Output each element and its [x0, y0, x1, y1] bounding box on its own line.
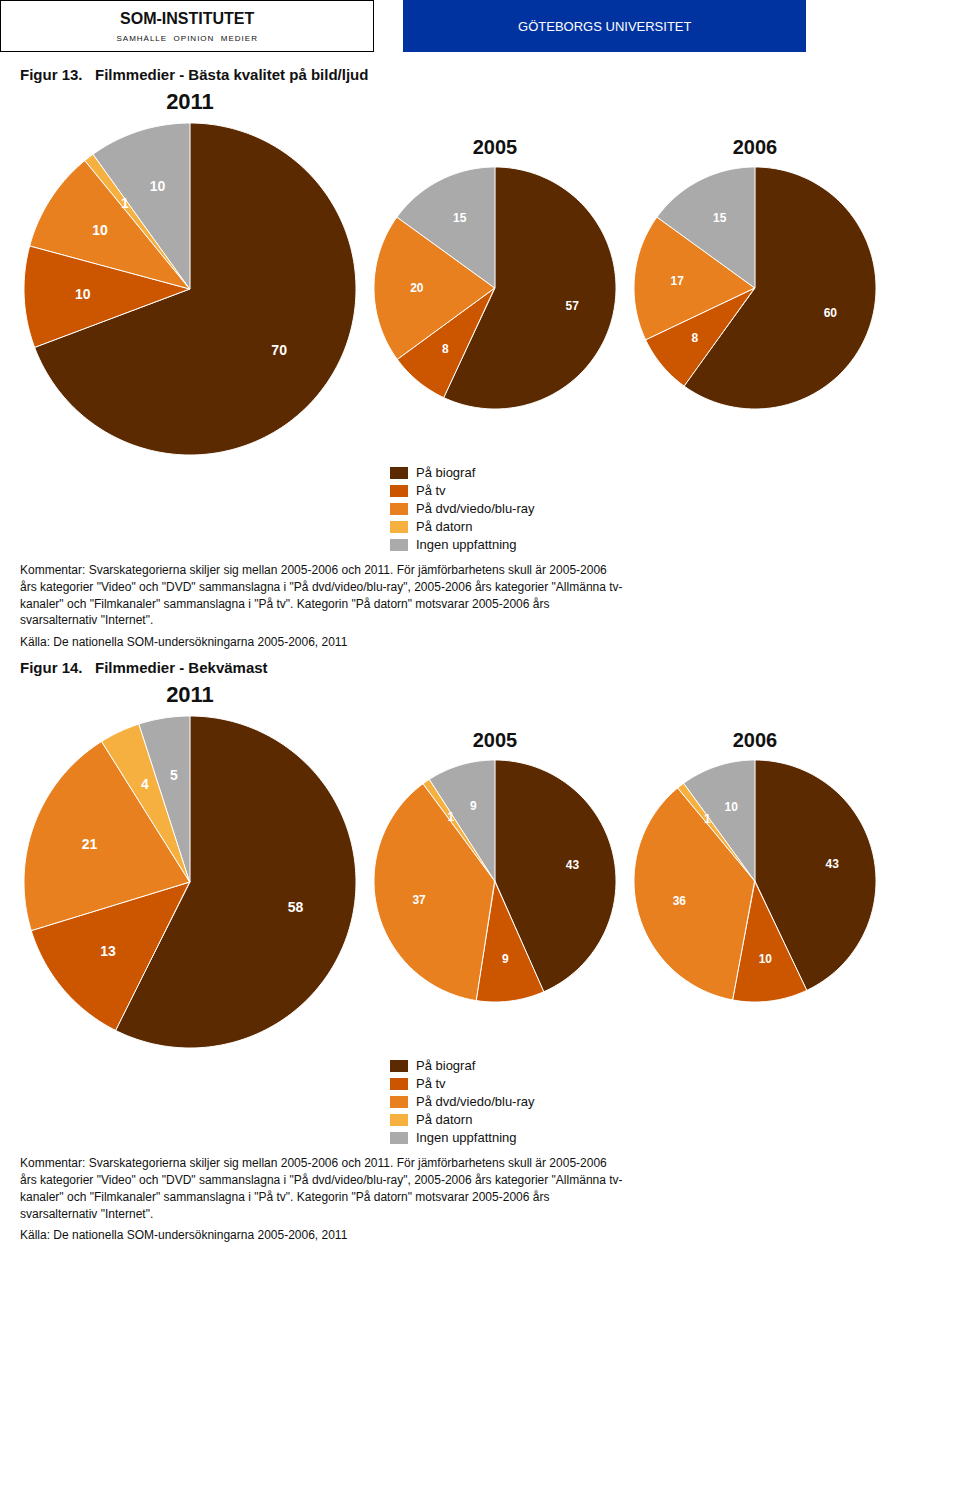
html-text:Ingen uppfattning: Ingen uppfattning — [416, 1130, 517, 1146]
svg-text:37: 37 — [412, 893, 426, 907]
svg-text:1: 1 — [704, 812, 711, 826]
svg-text:15: 15 — [453, 211, 467, 225]
svg-text:10: 10 — [75, 286, 91, 302]
svg-text:1: 1 — [448, 809, 455, 823]
html-text:SAMHÄLLE OPINION MEDIER: SAMHÄLLE OPINION MEDIER — [116, 34, 258, 43]
html-text:GÖTEBORGS UNIVERSITET: GÖTEBORGS UNIVERSITET — [518, 18, 692, 34]
html-text:2011: 2011 — [166, 89, 214, 114]
svg-text:36: 36 — [673, 894, 687, 908]
svg-text:20: 20 — [410, 281, 424, 295]
html-text:SOM-INSTITUTET: SOM-INSTITUTET — [120, 10, 255, 27]
html-text:Figur 13. Filmmedier - Bästa k: Figur 13. Filmmedier - Bästa kvalitet på… — [20, 66, 369, 83]
svg-text:5: 5 — [170, 768, 178, 784]
html-text:På datorn: På datorn — [416, 1112, 473, 1128]
svg-text:10: 10 — [725, 799, 739, 813]
html-text:På biograf: På biograf — [416, 1058, 476, 1074]
html-text:På biograf: På biograf — [416, 465, 476, 480]
svg-text:58: 58 — [288, 899, 304, 915]
html-text:Kommentar: Svarskategorierna s: Kommentar: Svarskategorierna skiljer sig… — [20, 563, 623, 628]
html-text:2005: 2005 — [472, 135, 518, 158]
svg-text:17: 17 — [671, 273, 685, 287]
html-text:Figur 14. Filmmedier - Bekväma: Figur 14. Filmmedier - Bekvämast — [20, 659, 268, 677]
svg-text:9: 9 — [502, 952, 509, 966]
svg-text:57: 57 — [566, 298, 580, 312]
html-text:På tv: På tv — [416, 1076, 446, 1092]
svg-text:15: 15 — [713, 211, 727, 225]
html-text:På datorn: På datorn — [416, 519, 473, 534]
svg-text:1: 1 — [121, 195, 129, 211]
svg-text:43: 43 — [826, 857, 840, 871]
html-text:2006: 2006 — [732, 135, 778, 158]
svg-text:8: 8 — [442, 341, 449, 355]
svg-text:13: 13 — [100, 944, 116, 960]
svg-text:43: 43 — [566, 858, 580, 872]
svg-text:4: 4 — [141, 776, 149, 792]
svg-text:8: 8 — [692, 331, 699, 345]
svg-text:21: 21 — [82, 836, 98, 852]
svg-text:70: 70 — [271, 342, 287, 358]
html-text:Källa: De nationella SOM-under: Källa: De nationella SOM-undersökningarn… — [20, 1228, 348, 1243]
svg-text:60: 60 — [824, 305, 838, 319]
html-text:På tv: På tv — [416, 483, 446, 498]
html-text:2006: 2006 — [732, 728, 778, 751]
svg-text:9: 9 — [470, 799, 477, 813]
html-text:Källa: De nationella SOM-under: Källa: De nationella SOM-undersökningarn… — [20, 635, 348, 650]
html-text:På dvd/viedo/blu-ray: På dvd/viedo/blu-ray — [416, 1094, 535, 1110]
html-text:Ingen uppfattning: Ingen uppfattning — [416, 537, 517, 552]
svg-text:10: 10 — [92, 222, 108, 238]
html-text:2011: 2011 — [166, 682, 214, 708]
html-text:På dvd/viedo/blu-ray: På dvd/viedo/blu-ray — [416, 501, 535, 516]
html-text:2005: 2005 — [472, 728, 518, 751]
html-text:Kommentar: Svarskategorierna s: Kommentar: Svarskategorierna skiljer sig… — [20, 1156, 623, 1221]
svg-text:10: 10 — [150, 178, 166, 194]
svg-text:10: 10 — [759, 952, 773, 966]
